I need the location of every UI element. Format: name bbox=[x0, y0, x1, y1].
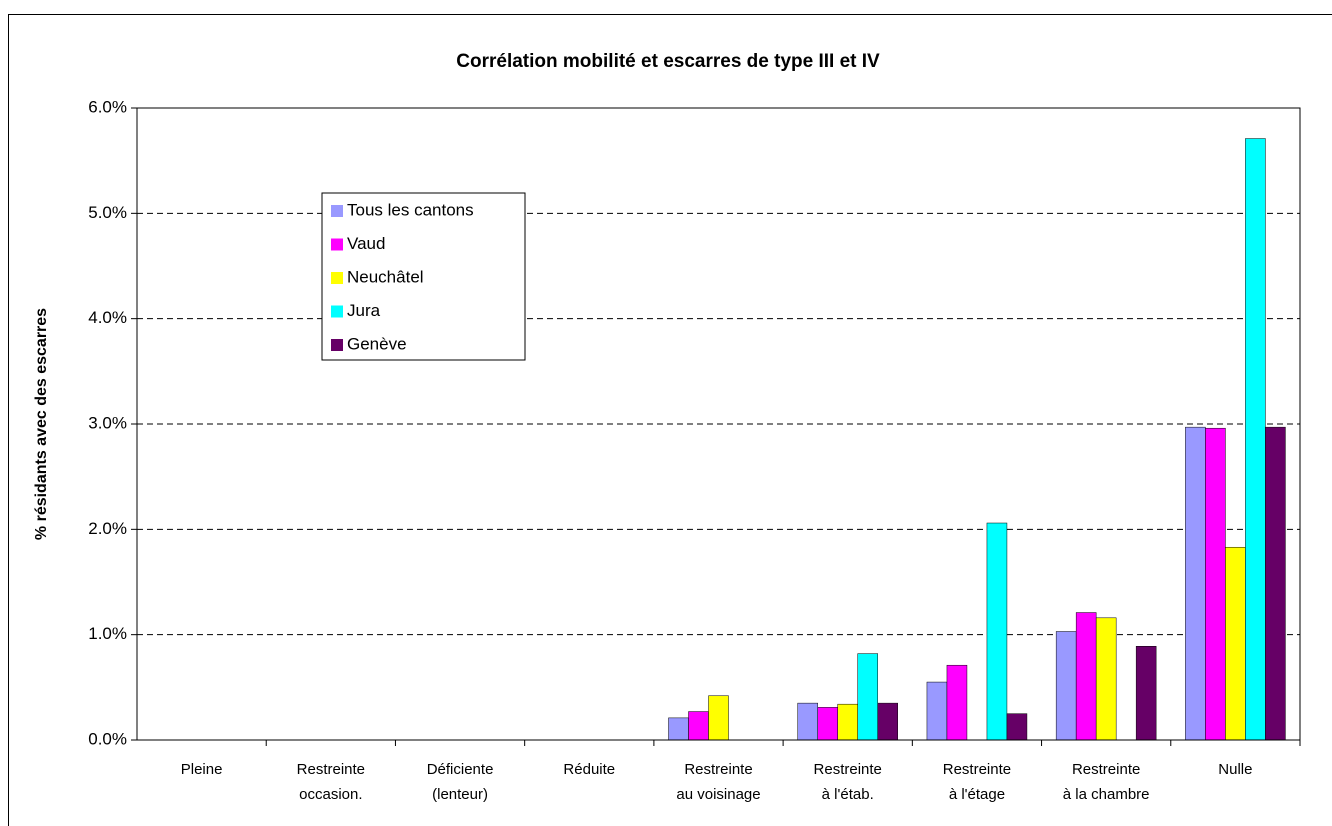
x-tick-label-line: Restreinte bbox=[1072, 761, 1140, 778]
bar bbox=[1075, 612, 1097, 741]
bar bbox=[1006, 713, 1028, 741]
bar bbox=[946, 664, 968, 741]
y-axis-title: % résidants avec des escarres bbox=[33, 308, 50, 540]
x-tick-label-line: Nulle bbox=[1218, 761, 1252, 778]
legend-label: Vaud bbox=[347, 234, 385, 253]
bar bbox=[1185, 426, 1206, 741]
x-tick-label: Restreinte à la chambre bbox=[1063, 761, 1150, 803]
x-tick-label-line: occasion. bbox=[299, 786, 362, 803]
x-tick-label-line: Pleine bbox=[181, 761, 223, 778]
bar bbox=[1265, 426, 1286, 741]
bar bbox=[1095, 617, 1117, 741]
legend bbox=[321, 192, 526, 361]
bar bbox=[926, 681, 948, 741]
x-tick-label-line: Restreinte bbox=[814, 761, 882, 778]
y-tick-label: 0.0% bbox=[88, 729, 127, 748]
bar bbox=[986, 522, 1008, 741]
bar bbox=[1245, 138, 1266, 741]
bar bbox=[797, 702, 818, 741]
x-tick-label-line: à l'étab. bbox=[822, 786, 874, 803]
y-tick-label: 4.0% bbox=[88, 308, 127, 327]
x-tick-label-line: Restreinte bbox=[684, 761, 752, 778]
x-tick-label-line: à l'étage bbox=[949, 786, 1005, 803]
bar bbox=[877, 702, 898, 741]
bar bbox=[1135, 646, 1157, 741]
legend-swatch bbox=[331, 238, 343, 251]
chart-title: Corrélation mobilité et escarres de type… bbox=[456, 51, 880, 72]
bar bbox=[668, 717, 689, 741]
legend-label: Neuchâtel bbox=[347, 267, 424, 286]
x-tick-label-line: Restreinte bbox=[943, 761, 1011, 778]
x-tick-label: Réduite bbox=[563, 761, 615, 778]
y-tick-label: 6.0% bbox=[88, 97, 127, 116]
x-tick-label-line: Déficiente bbox=[427, 761, 494, 778]
legend-label: Tous les cantons bbox=[347, 200, 474, 219]
legend-label: Jura bbox=[347, 301, 381, 320]
x-tick-label-line: Restreinte bbox=[297, 761, 365, 778]
x-tick-label: Restreinte à l'étab. bbox=[814, 761, 882, 803]
bar bbox=[1205, 427, 1226, 741]
y-tick-label: 3.0% bbox=[88, 413, 127, 432]
x-tick-label: Pleine bbox=[181, 761, 223, 778]
legend-swatch bbox=[331, 339, 343, 351]
y-tick-label: 1.0% bbox=[88, 624, 127, 643]
bar bbox=[688, 711, 709, 741]
bar bbox=[837, 703, 858, 741]
x-tick-label-line: à la chambre bbox=[1063, 786, 1150, 803]
bar bbox=[1055, 631, 1077, 741]
x-tick-label: Restreinte occasion. bbox=[297, 761, 365, 803]
x-tick-label: Restreinte à l'étage bbox=[943, 761, 1011, 803]
bar bbox=[857, 653, 878, 741]
legend-label: Genève bbox=[347, 334, 407, 353]
x-tick-label-line: au voisinage bbox=[676, 786, 760, 803]
x-tick-label-line: Réduite bbox=[563, 761, 615, 778]
legend-swatch bbox=[331, 305, 343, 318]
x-tick-label-line: (lenteur) bbox=[432, 786, 488, 803]
x-tick-label: Nulle bbox=[1218, 761, 1252, 778]
legend-swatch bbox=[331, 205, 343, 217]
bar bbox=[708, 695, 729, 741]
x-tick-label: Déficiente (lenteur) bbox=[427, 761, 494, 803]
x-tick-label: Restreinte au voisinage bbox=[676, 761, 760, 803]
y-tick-label: 5.0% bbox=[88, 203, 127, 222]
bar bbox=[1225, 546, 1246, 741]
bar bbox=[817, 707, 838, 741]
legend-swatch bbox=[331, 272, 343, 284]
y-tick-label: 2.0% bbox=[88, 519, 127, 538]
